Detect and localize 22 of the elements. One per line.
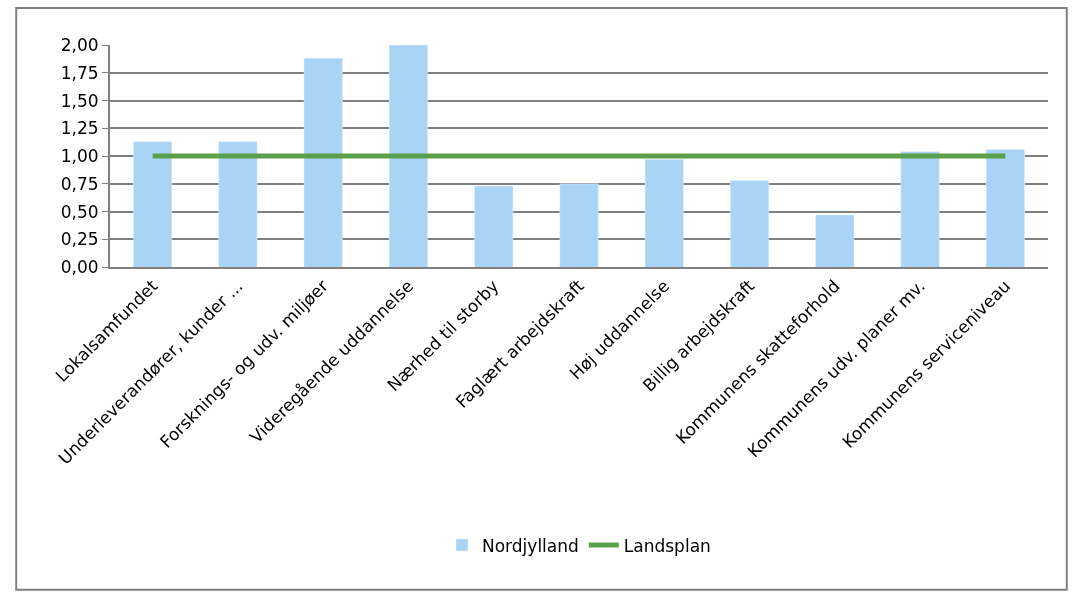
y-tick-label: 2,00 (60, 34, 99, 55)
legend-label: Nordjylland (482, 535, 579, 556)
bar (985, 149, 1025, 268)
y-tick-label: 1,50 (60, 90, 99, 111)
bar (900, 151, 940, 268)
bar (815, 214, 855, 268)
bar (218, 141, 258, 268)
bar (559, 183, 599, 268)
y-tick-label: 0,00 (60, 257, 99, 278)
y-tick-label: 1,25 (60, 118, 99, 139)
y-tick-label: 0,75 (60, 173, 99, 194)
y-tick-label: 1,00 (60, 146, 99, 167)
bar (303, 58, 343, 268)
legend-label: Landsplan (623, 535, 711, 556)
bar (730, 180, 769, 268)
bar (644, 159, 684, 268)
bar (474, 185, 514, 268)
bar (389, 45, 428, 268)
y-tick-label: 0,50 (60, 201, 99, 222)
bar (133, 141, 173, 268)
y-tick-label: 1,75 (60, 62, 99, 83)
y-tick-label: 0,25 (60, 229, 99, 250)
